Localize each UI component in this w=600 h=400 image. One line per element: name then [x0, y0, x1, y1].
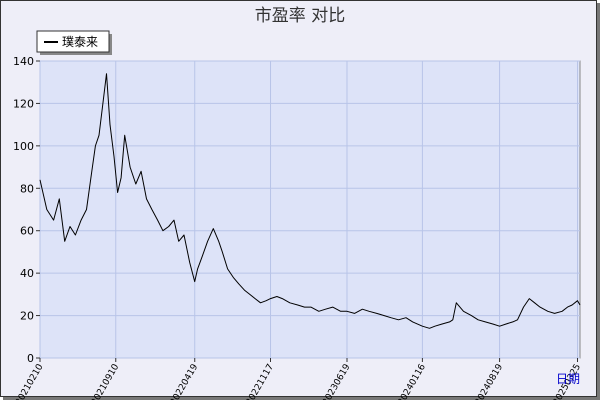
grid-lines	[39, 60, 580, 359]
y-tick-label: 120	[13, 97, 34, 110]
x-axis: 20210210 20210910 20220419 20221117 20230619…	[14, 358, 583, 400]
x-tick-label: 20221117	[245, 363, 277, 400]
x-tick-label: 20240116	[396, 362, 428, 400]
legend-box	[36, 30, 110, 53]
plot-area	[39, 60, 581, 359]
y-tick-label: 40	[20, 267, 34, 280]
y-tick-label: 60	[20, 225, 34, 238]
y-tick-label: 0	[27, 352, 34, 365]
legend-label: 璞泰来	[62, 35, 98, 49]
x-axis-label: 日期	[556, 372, 580, 386]
series-layer	[39, 73, 581, 329]
frame-shadow-right	[597, 3, 600, 400]
y-tick-label: 80	[20, 182, 34, 195]
x-tick-label: 20220419	[169, 362, 201, 400]
y-tick-label: 20	[20, 310, 34, 323]
legend: 璞泰来	[36, 30, 112, 55]
x-tick-label: 20210210	[14, 362, 46, 400]
series-line	[39, 73, 581, 329]
frame-shadow-bottom	[3, 397, 600, 400]
y-tick-label: 140	[13, 55, 34, 68]
x-tick-label: 20240819	[474, 362, 506, 400]
x-tick-label: 20210910	[90, 362, 122, 400]
y-tick-label: 100	[13, 140, 34, 153]
x-tick-label: 20230619	[321, 362, 353, 400]
y-axis: 0 20 40 60 80 100 120 140	[13, 55, 40, 365]
chart-title: 市盈率 对比	[255, 6, 345, 26]
